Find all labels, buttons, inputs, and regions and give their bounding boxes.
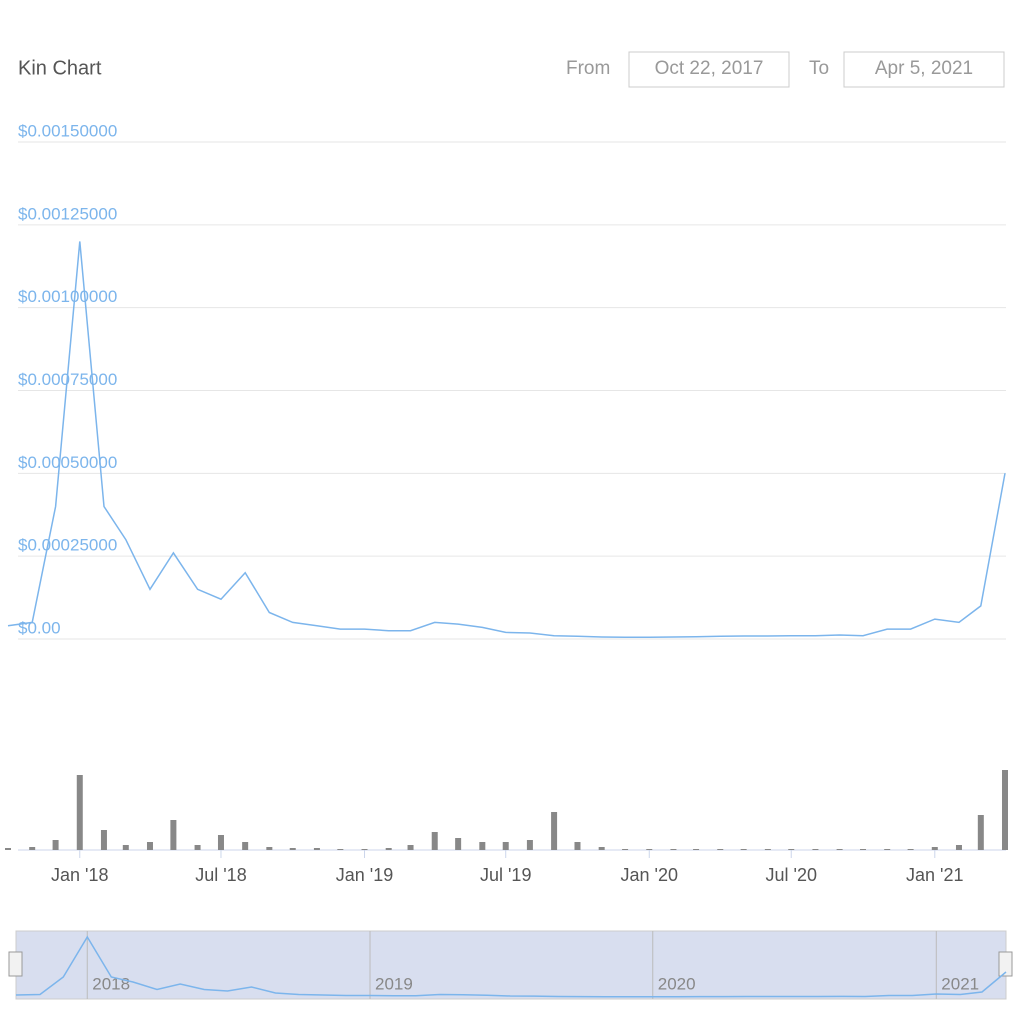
y-tick-label: $0.00100000 xyxy=(18,287,117,306)
volume-bar xyxy=(100,830,107,850)
y-tick-label: $0.00050000 xyxy=(18,453,117,472)
volume-bar xyxy=(598,847,605,850)
volume-bar xyxy=(122,845,129,850)
volume-bar xyxy=(551,812,558,850)
volume-bar xyxy=(502,842,509,850)
x-tick-label: Jan '18 xyxy=(51,865,108,885)
volume-bar xyxy=(266,847,273,850)
to-date: Apr 5, 2021 xyxy=(875,58,973,79)
volume-bar xyxy=(407,845,414,850)
x-tick-label: Jul '20 xyxy=(766,865,817,885)
x-tick-label: Jul '18 xyxy=(195,865,246,885)
volume-bar xyxy=(337,849,344,850)
volume-bar xyxy=(431,832,438,850)
volume-bar xyxy=(361,849,368,850)
navigator-handle-right[interactable] xyxy=(998,951,1013,977)
volume-bar xyxy=(717,849,724,850)
from-date: Oct 22, 2017 xyxy=(655,58,764,79)
volume-bar xyxy=(385,848,392,850)
volume-bar xyxy=(955,845,962,850)
volume-bar xyxy=(977,815,984,850)
volume-bar xyxy=(931,847,938,850)
volume-bar xyxy=(479,842,486,850)
y-tick-label: $0.00 xyxy=(18,618,61,637)
x-tick-label: Jul '19 xyxy=(480,865,531,885)
navigator-label: 2020 xyxy=(658,974,696,993)
volume-bar xyxy=(1002,770,1008,850)
volume-bar xyxy=(52,840,59,850)
volume-bar xyxy=(646,849,653,850)
navigator-handle-left[interactable] xyxy=(8,951,23,977)
navigator-line xyxy=(15,935,1007,998)
volume-bar xyxy=(884,849,891,850)
from-label: From xyxy=(566,58,610,79)
x-tick-label: Jan '19 xyxy=(336,865,393,885)
volume-bar xyxy=(860,849,867,850)
volume-bar xyxy=(76,775,83,850)
volume-bar xyxy=(574,842,581,850)
x-tick-label: Jan '21 xyxy=(906,865,963,885)
navigator-label: 2021 xyxy=(941,974,979,993)
volume-bar xyxy=(5,848,11,850)
volume-bar xyxy=(740,849,747,850)
volume-bar xyxy=(693,849,700,850)
y-tick-label: $0.00025000 xyxy=(18,536,117,555)
volume-bar xyxy=(764,849,771,850)
to-label: To xyxy=(809,58,829,79)
volume-bar xyxy=(526,840,533,850)
volume-bar xyxy=(29,847,36,850)
volume-bar xyxy=(907,849,914,850)
volume-bar xyxy=(217,835,224,850)
volume-bar xyxy=(289,848,296,850)
chart-title: Kin Chart xyxy=(18,57,102,79)
volume-bar xyxy=(812,849,819,850)
volume-bar xyxy=(194,845,201,850)
volume-bar xyxy=(242,842,249,850)
navigator-label: 2019 xyxy=(375,974,413,993)
y-tick-label: $0.00150000 xyxy=(18,121,117,140)
volume-bar xyxy=(670,849,677,850)
volume-bar xyxy=(313,848,320,850)
volume-bar xyxy=(622,849,629,850)
y-tick-label: $0.00125000 xyxy=(18,204,117,223)
navigator[interactable] xyxy=(15,930,1007,1000)
from-input[interactable] xyxy=(628,51,790,88)
volume-bar xyxy=(170,820,177,850)
price-line xyxy=(7,241,1006,639)
volume-bar xyxy=(455,838,462,850)
volume-bar xyxy=(788,849,795,850)
to-input[interactable] xyxy=(843,51,1005,88)
volume-bar xyxy=(146,842,153,850)
volume-bar xyxy=(836,849,843,850)
x-tick-label: Jan '20 xyxy=(621,865,678,885)
